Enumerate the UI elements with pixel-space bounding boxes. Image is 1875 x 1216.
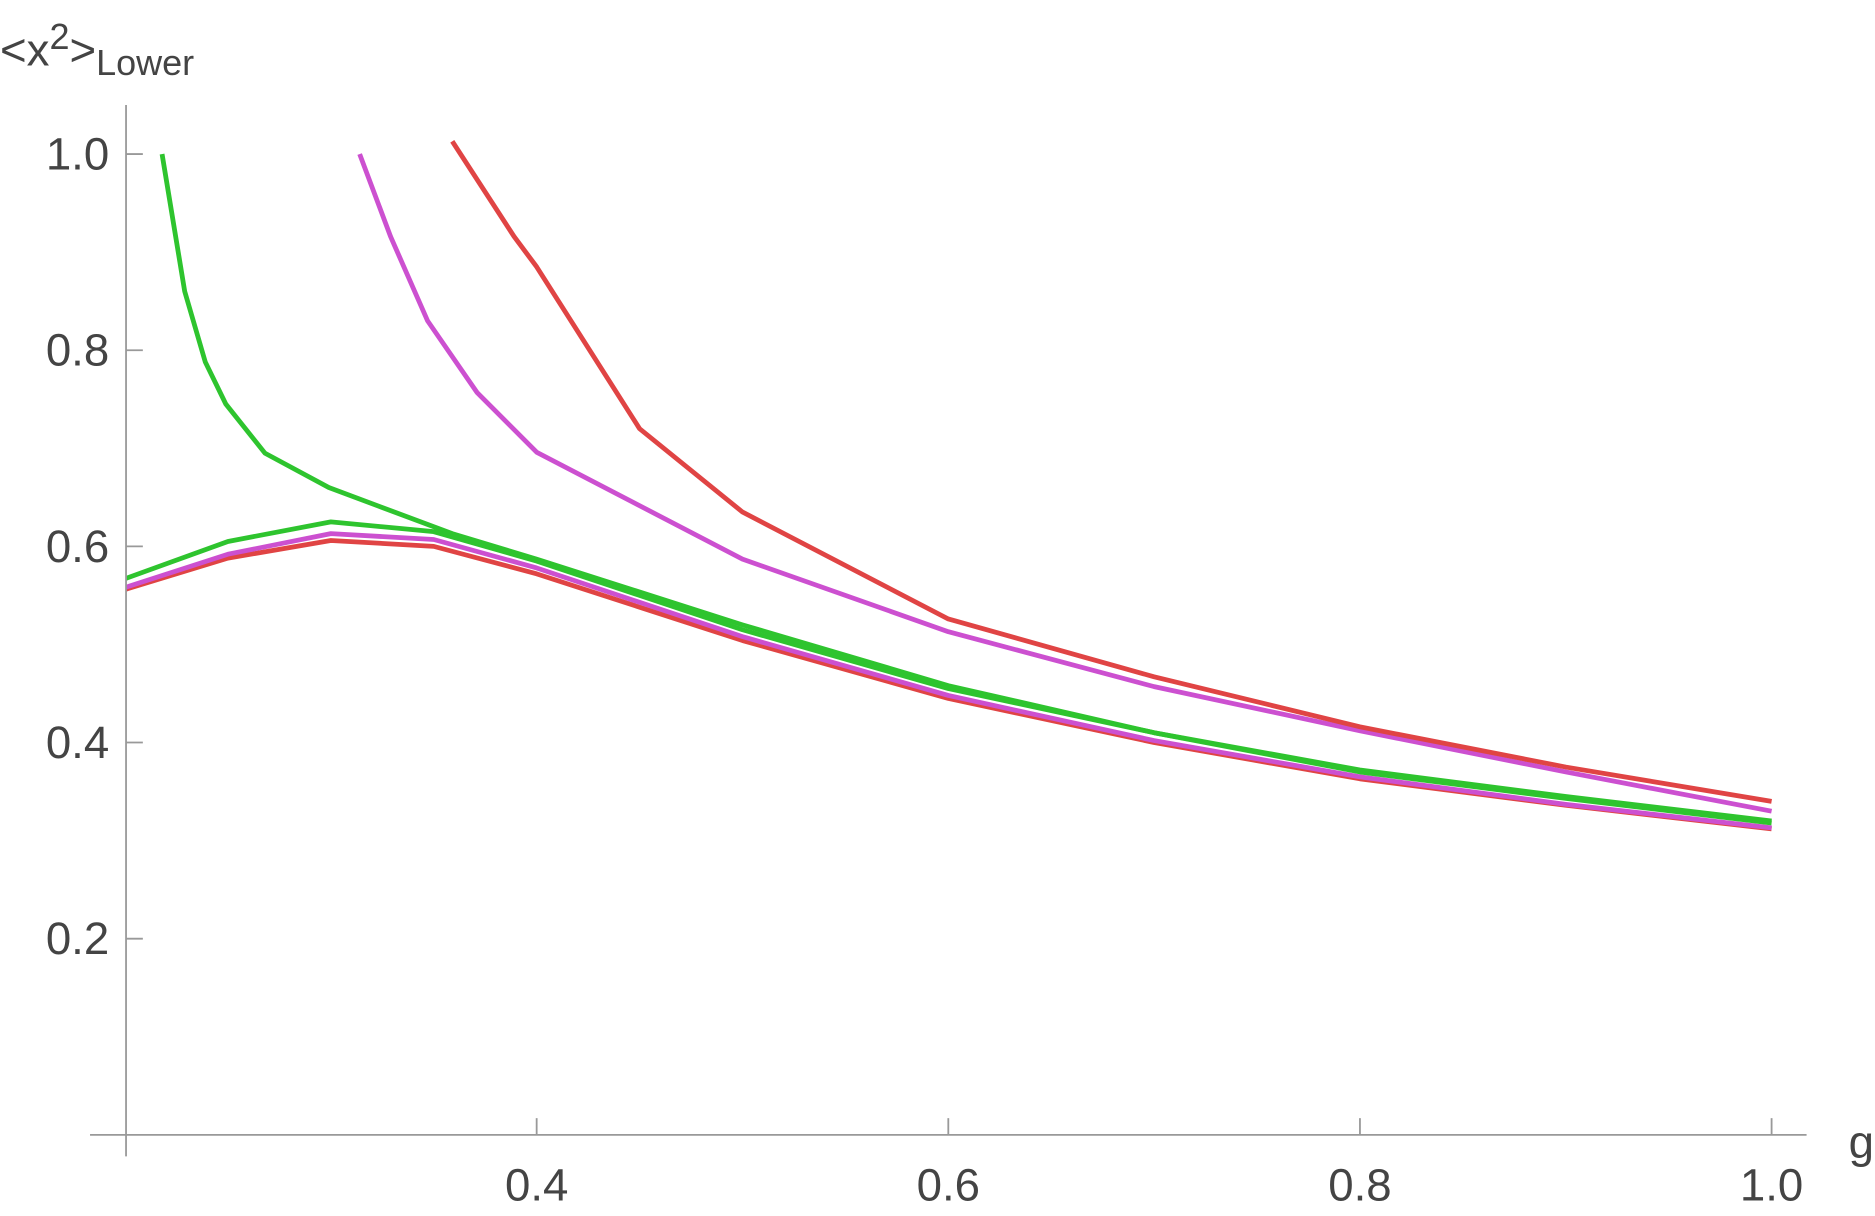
y-axis-label: <x2>Lower [0, 17, 194, 83]
y-label-sub: Lower [96, 43, 194, 83]
x-tick-label: 0.4 [505, 1160, 568, 1211]
x-tick-label: 1.0 [1740, 1160, 1803, 1211]
plot-area [126, 140, 1773, 832]
y-label-base: <x [0, 25, 50, 76]
series-line [357, 153, 1773, 814]
y-tick-label: 0.6 [46, 521, 109, 572]
series-line [450, 140, 1772, 804]
series-line [126, 519, 1772, 826]
series-line [126, 531, 1772, 831]
x-tick-label: 0.8 [1328, 1160, 1391, 1211]
y-tick-label: 1.0 [46, 129, 109, 180]
x-tick-label: 0.6 [917, 1160, 980, 1211]
y-label-sup: 2 [49, 17, 69, 57]
y-tick-label: 0.8 [46, 325, 109, 376]
y-label-close: > [69, 25, 96, 76]
series-line [159, 153, 1772, 824]
y-tick-label: 0.4 [46, 717, 109, 768]
y-tick-label: 0.2 [46, 913, 109, 964]
x-axis-label: g [1849, 1117, 1874, 1168]
